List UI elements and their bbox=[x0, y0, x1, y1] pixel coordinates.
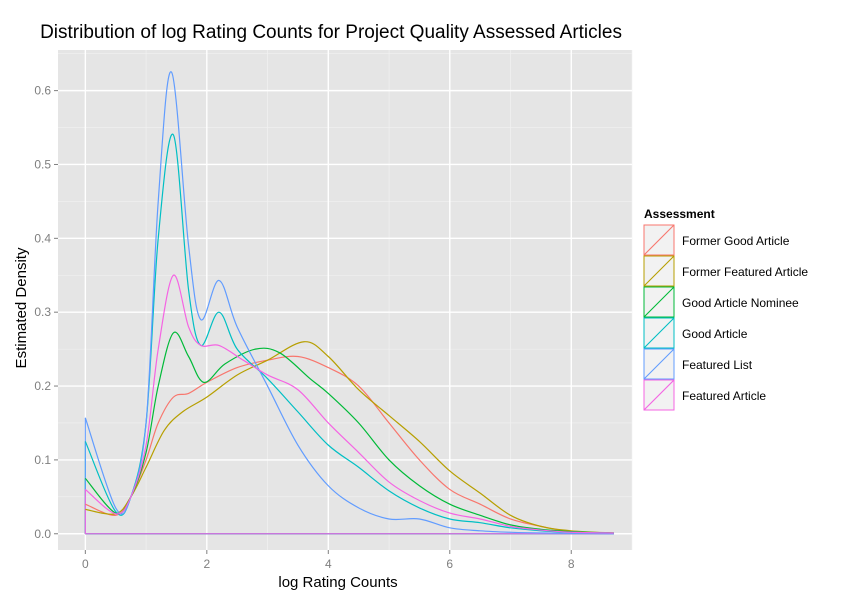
curve-featured-article bbox=[84, 274, 614, 534]
legend-item-good-article: Good Article bbox=[643, 317, 748, 349]
legend-item-featured-article: Featured Article bbox=[643, 379, 766, 411]
legend-key-diagonal bbox=[643, 348, 675, 380]
series-baselines bbox=[84, 417, 614, 535]
curve-former-good-article bbox=[85, 355, 614, 534]
minor-gridlines bbox=[58, 50, 633, 550]
legend-key-diagonal bbox=[643, 224, 675, 256]
curve-good-article-nominee bbox=[84, 331, 614, 534]
legend-item-former-featured-article: Former Featured Article bbox=[643, 255, 808, 287]
legend-label: Former Good Article bbox=[682, 234, 790, 248]
legend-key-diagonal bbox=[643, 255, 675, 287]
legend-item-good-article-nominee: Good Article Nominee bbox=[643, 286, 799, 318]
curve-featured-list bbox=[84, 71, 614, 535]
x-tick-label: 8 bbox=[568, 557, 575, 571]
legend-key-diagonal bbox=[643, 286, 675, 318]
legend-label: Featured Article bbox=[682, 389, 766, 403]
x-tick-label: 0 bbox=[82, 557, 89, 571]
curve-former-featured-article bbox=[85, 341, 614, 534]
y-axis-title: Estimated Density bbox=[13, 247, 30, 368]
plot-panel bbox=[58, 50, 632, 550]
legend-title: Assessment bbox=[644, 207, 715, 221]
legend-item-featured-list: Featured List bbox=[643, 348, 753, 380]
legend-key-diagonal bbox=[643, 379, 675, 411]
y-tick-label: 0.1 bbox=[34, 453, 51, 467]
legend-item-former-good-article: Former Good Article bbox=[643, 224, 790, 256]
density-curves bbox=[84, 71, 614, 535]
x-axis-ticks: 0 2 4 6 8 bbox=[82, 550, 575, 571]
y-tick-label: 0.4 bbox=[34, 231, 51, 245]
legend-label: Good Article bbox=[682, 327, 748, 341]
legend: Assessment Former Good Article Former Fea… bbox=[643, 207, 808, 411]
y-axis-ticks: 0.0 0.1 0.2 0.3 0.4 0.5 0.6 bbox=[34, 84, 58, 541]
x-axis-title: log Rating Counts bbox=[278, 574, 397, 591]
legend-label: Good Article Nominee bbox=[682, 296, 799, 310]
x-tick-label: 4 bbox=[325, 557, 332, 571]
y-tick-label: 0.3 bbox=[34, 305, 51, 319]
y-tick-label: 0.0 bbox=[34, 527, 51, 541]
chart-title: Distribution of log Rating Counts for Pr… bbox=[40, 22, 622, 43]
x-tick-label: 6 bbox=[446, 557, 453, 571]
legend-label: Former Featured Article bbox=[682, 265, 808, 279]
y-tick-label: 0.2 bbox=[34, 379, 51, 393]
y-tick-label: 0.6 bbox=[34, 84, 51, 98]
legend-key-diagonal bbox=[643, 317, 675, 349]
legend-label: Featured List bbox=[682, 358, 753, 372]
x-tick-label: 2 bbox=[203, 557, 210, 571]
y-tick-label: 0.5 bbox=[34, 157, 51, 171]
legend-items: Former Good Article Former Featured Artic… bbox=[643, 224, 808, 411]
